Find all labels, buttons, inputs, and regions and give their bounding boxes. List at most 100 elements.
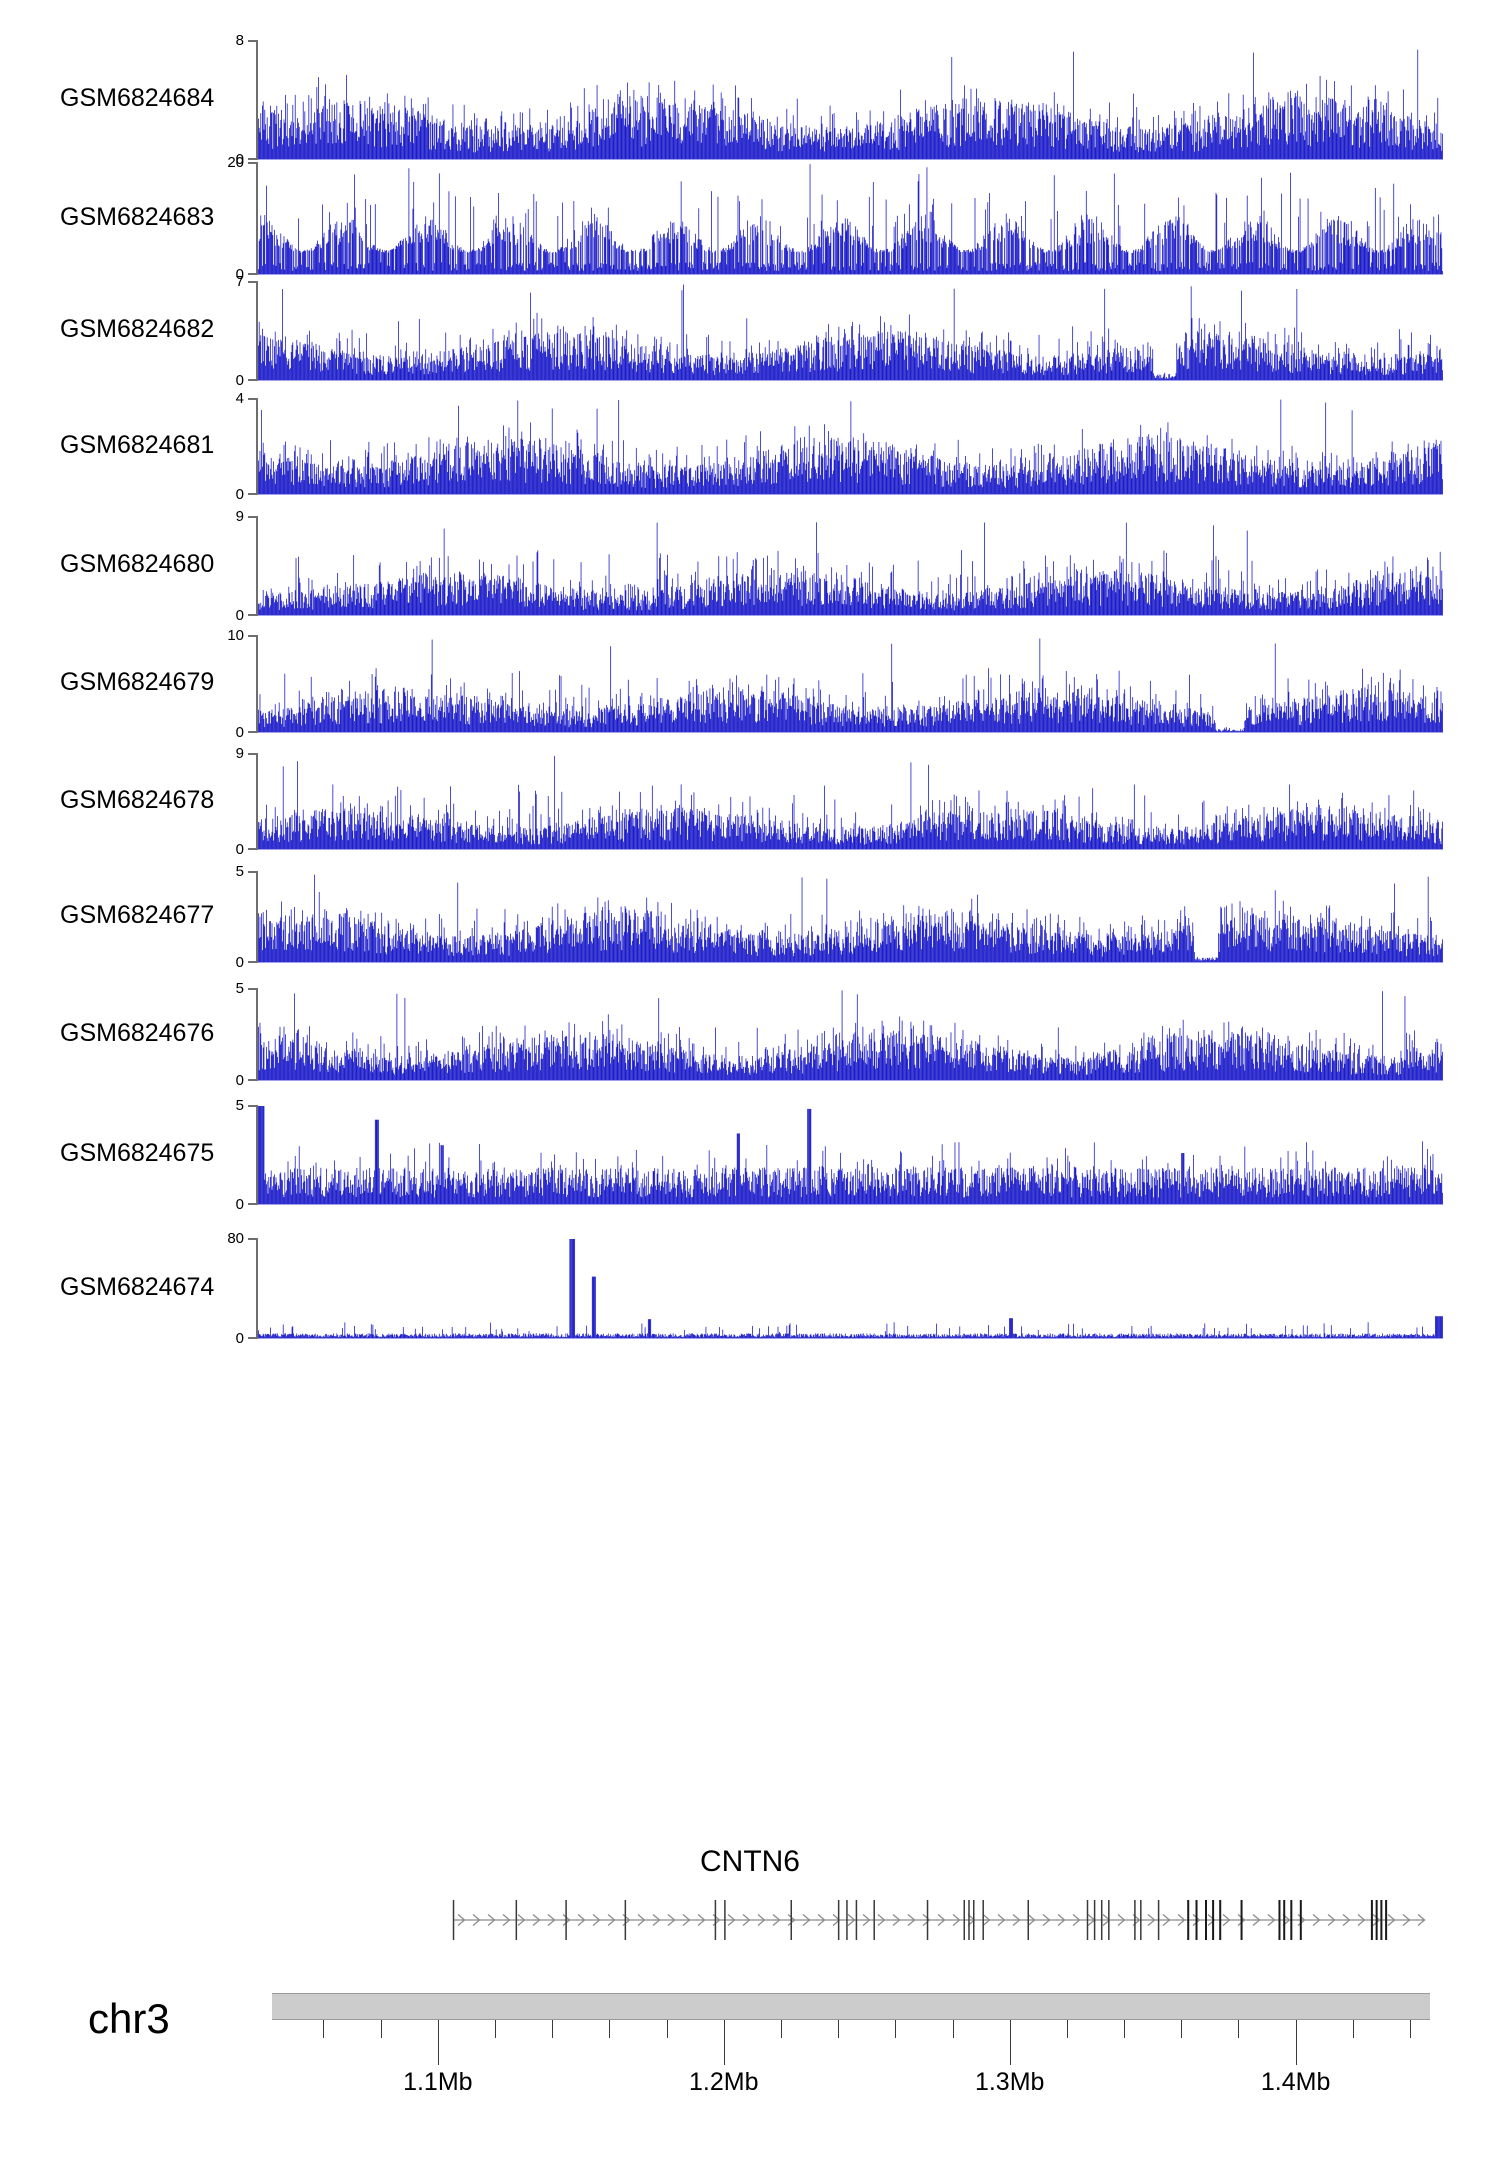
- coverage-plot-gsm6824680[interactable]: [258, 516, 1443, 616]
- coverage-plot-gsm6824684[interactable]: [258, 40, 1443, 160]
- axis-minor-tick: [495, 2020, 497, 2038]
- y-axis-max-label: 8: [235, 32, 244, 49]
- coverage-track-gsm6824679: GSM6824679 10 0: [0, 628, 1500, 740]
- track-label-gsm6824675: GSM6824675: [60, 1139, 215, 1167]
- coverage-canvas: [258, 516, 1443, 616]
- track-label-gsm6824683: GSM6824683: [60, 202, 215, 231]
- coverage-canvas: [258, 635, 1443, 733]
- track-label-gsm6824679: GSM6824679: [60, 668, 215, 696]
- axis-minor-tick: [666, 2020, 668, 2038]
- y-axis-tick-max: [248, 1238, 258, 1240]
- axis-label-1.4Mb: 1.4Mb: [1260, 2068, 1331, 2096]
- axis-major-tick: [1009, 2020, 1011, 2065]
- coverage-plot-gsm6824679[interactable]: [258, 635, 1443, 733]
- gene-model-panel: CNTN6: [0, 1845, 1500, 1955]
- coverage-canvas: [258, 398, 1443, 495]
- axis-major-tick: [1295, 2020, 1297, 2065]
- axis-major-tick: [723, 2020, 725, 2065]
- axis-label-1.3Mb: 1.3Mb: [974, 2068, 1045, 2096]
- track-label-gsm6824681: GSM6824681: [60, 430, 215, 459]
- y-axis-tick-max: [248, 398, 258, 400]
- coverage-track-gsm6824681: GSM6824681 4 0: [0, 391, 1500, 502]
- coverage-track-gsm6824678: GSM6824678 9 0: [0, 746, 1500, 857]
- axis-minor-tick: [780, 2020, 782, 2038]
- y-axis-tick-max: [248, 1105, 258, 1107]
- coverage-canvas: [258, 281, 1443, 381]
- gene-model-track[interactable]: [258, 1887, 1443, 1953]
- axis-major-tick: [437, 2020, 439, 2065]
- axis-minor-tick: [1352, 2020, 1354, 2038]
- axis-minor-tick: [838, 2020, 840, 2038]
- track-label-gsm6824674: GSM6824674: [60, 1272, 215, 1301]
- coverage-track-gsm6824684: GSM6824684 8 0: [0, 33, 1500, 167]
- y-axis-tick-min: [248, 961, 258, 963]
- y-axis-tick-min: [248, 731, 258, 733]
- axis-minor-tick: [1238, 2020, 1240, 2038]
- ideogram-bar[interactable]: [272, 1993, 1430, 2020]
- y-axis-tick-max: [248, 40, 258, 42]
- track-label-gsm6824678: GSM6824678: [60, 785, 215, 814]
- axis-minor-tick: [1409, 2020, 1411, 2038]
- coverage-canvas: [258, 40, 1443, 160]
- axis-minor-tick: [552, 2020, 554, 2038]
- gene-name-label: CNTN6: [699, 1845, 800, 1878]
- y-axis-tick-min: [248, 848, 258, 850]
- coverage-canvas: [258, 1238, 1443, 1339]
- axis-minor-tick: [1181, 2020, 1183, 2038]
- axis-minor-tick: [1066, 2020, 1068, 2038]
- y-axis-tick-min: [248, 493, 258, 495]
- y-axis-max-label: 10: [227, 627, 244, 644]
- y-axis-min-label: 0: [235, 841, 244, 858]
- coverage-plot-gsm6824677[interactable]: [258, 871, 1443, 963]
- axis-minor-tick: [895, 2020, 897, 2038]
- coverage-canvas: [258, 871, 1443, 963]
- y-axis-max-label: 5: [235, 1097, 244, 1114]
- y-axis-min-label: 0: [235, 486, 244, 503]
- coverage-track-gsm6824680: GSM6824680 9 0: [0, 509, 1500, 623]
- coverage-track-gsm6824676: GSM6824676 5 0: [0, 981, 1500, 1088]
- y-axis-max-label: 4: [235, 390, 244, 407]
- y-axis-min-label: 0: [235, 1196, 244, 1213]
- y-axis-min-label: 0: [235, 266, 244, 283]
- coverage-plot-gsm6824675[interactable]: [258, 1105, 1443, 1205]
- track-label-gsm6824680: GSM6824680: [60, 550, 215, 578]
- coverage-track-gsm6824674: GSM6824674 80 0: [0, 1231, 1500, 1346]
- axis-label-1.1Mb: 1.1Mb: [403, 2068, 473, 2096]
- coverage-track-gsm6824677: GSM6824677 5 0: [0, 864, 1500, 970]
- y-axis-tick-min: [248, 1079, 258, 1081]
- track-label-gsm6824682: GSM6824682: [60, 315, 215, 343]
- coverage-track-gsm6824675: GSM6824675 5 0: [0, 1098, 1500, 1212]
- y-axis-tick-min: [248, 614, 258, 616]
- y-axis-max-label: 5: [235, 980, 244, 997]
- coverage-plot-gsm6824676[interactable]: [258, 988, 1443, 1081]
- y-axis-max-label: 9: [235, 508, 244, 525]
- coverage-plot-gsm6824678[interactable]: [258, 753, 1443, 850]
- y-axis-tick-min: [248, 379, 258, 381]
- y-axis-tick-max: [248, 635, 258, 637]
- axis-minor-tick: [1124, 2020, 1126, 2038]
- axis-minor-tick: [609, 2020, 611, 2038]
- y-axis-tick-max: [248, 516, 258, 518]
- coverage-canvas: [258, 162, 1443, 275]
- y-axis-max-label: 7: [235, 273, 244, 290]
- y-axis-min-label: 0: [235, 724, 244, 741]
- y-axis-tick-max: [248, 162, 258, 164]
- chromosome-label: chr3: [88, 1995, 170, 2042]
- coverage-plot-gsm6824682[interactable]: [258, 281, 1443, 381]
- y-axis-min-label: 0: [235, 372, 244, 389]
- y-axis-tick-min: [248, 158, 258, 160]
- coverage-plot-gsm6824683[interactable]: [258, 162, 1443, 275]
- coverage-canvas: [258, 988, 1443, 1081]
- track-label-gsm6824677: GSM6824677: [60, 901, 215, 929]
- track-label-gsm6824676: GSM6824676: [60, 1018, 215, 1047]
- y-axis-tick-min: [248, 273, 258, 275]
- y-axis-tick-max: [248, 753, 258, 755]
- y-axis-tick-min: [248, 1337, 258, 1339]
- y-axis-min-label: 0: [235, 1330, 244, 1347]
- axis-label-1.2Mb: 1.2Mb: [689, 2068, 759, 2096]
- y-axis-min-label: 0: [235, 607, 244, 624]
- coverage-plot-gsm6824674[interactable]: [258, 1238, 1443, 1339]
- y-axis-min-label: 0: [235, 1072, 244, 1089]
- coverage-plot-gsm6824681[interactable]: [258, 398, 1443, 495]
